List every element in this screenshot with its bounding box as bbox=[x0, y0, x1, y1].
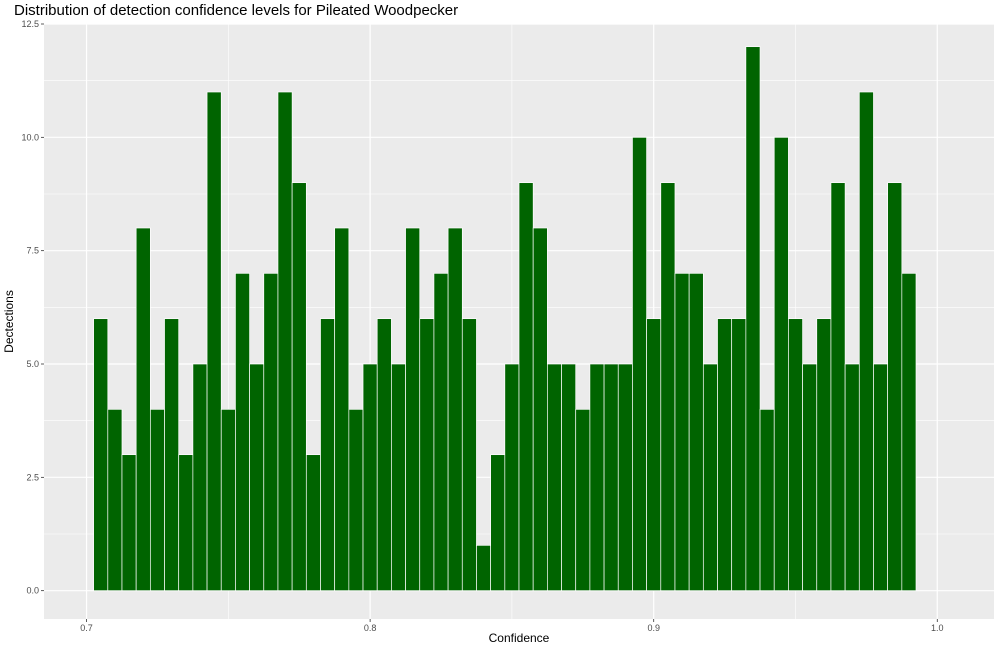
histogram-bar bbox=[674, 272, 690, 592]
histogram-bar bbox=[547, 363, 562, 592]
histogram-bar bbox=[759, 408, 775, 592]
histogram-bar bbox=[178, 454, 194, 592]
histogram-bar bbox=[93, 318, 109, 592]
histogram-bar bbox=[263, 272, 279, 592]
histogram-bar bbox=[405, 227, 421, 592]
axes: 0.0 2.5 5.0 7.5 10.0 12.5 0.7 0.8 0.9 1.0 bbox=[21, 19, 943, 633]
histogram-bar bbox=[788, 318, 803, 592]
histogram-bar bbox=[391, 363, 406, 592]
histogram-bar bbox=[575, 408, 591, 592]
histogram-bar bbox=[334, 227, 350, 592]
histogram-bar bbox=[249, 363, 265, 592]
x-tick-label: 0.9 bbox=[647, 623, 660, 633]
histogram-bar bbox=[121, 454, 137, 592]
histogram-bar bbox=[220, 408, 236, 592]
histogram-bar bbox=[419, 318, 435, 592]
histogram-bar bbox=[660, 182, 676, 592]
histogram-bar bbox=[702, 363, 718, 592]
histogram-bar bbox=[305, 454, 321, 592]
x-axis-title: Confidence bbox=[489, 631, 550, 645]
histogram-bar bbox=[277, 91, 293, 592]
histogram-bar bbox=[206, 91, 222, 592]
histogram-bar bbox=[617, 363, 633, 592]
histogram-bar bbox=[504, 363, 520, 592]
histogram-bar bbox=[901, 272, 917, 592]
y-axis-title: Dectections bbox=[2, 290, 16, 353]
histogram-bar bbox=[603, 363, 619, 592]
histogram-bar bbox=[320, 318, 336, 592]
histogram-bar bbox=[235, 272, 250, 592]
histogram-bar bbox=[844, 363, 860, 592]
histogram-bar bbox=[589, 363, 605, 592]
histogram-bar bbox=[476, 544, 491, 592]
histogram-bar bbox=[830, 182, 846, 592]
y-tick-label: 5.0 bbox=[26, 359, 39, 369]
histogram-bar bbox=[816, 318, 832, 592]
histogram-bar bbox=[192, 363, 208, 592]
bars bbox=[93, 46, 917, 592]
chart-title: Distribution of detection confidence lev… bbox=[14, 2, 459, 19]
histogram-bar bbox=[532, 227, 548, 592]
histogram-bar bbox=[745, 46, 761, 592]
histogram-bar bbox=[348, 408, 364, 592]
x-tick-label: 0.7 bbox=[80, 623, 93, 633]
y-tick-label: 0.0 bbox=[26, 586, 39, 596]
histogram-bar bbox=[873, 363, 889, 592]
y-tick-label: 2.5 bbox=[26, 472, 39, 482]
histogram-bar bbox=[731, 318, 747, 592]
histogram-bar bbox=[518, 182, 534, 592]
histogram-bar bbox=[107, 408, 123, 592]
x-tick-label: 0.8 bbox=[364, 623, 377, 633]
histogram-bar bbox=[433, 272, 449, 592]
histogram-bar bbox=[447, 227, 463, 592]
histogram-bar bbox=[773, 136, 789, 592]
x-tick-label: 1.0 bbox=[931, 623, 944, 633]
histogram-bar bbox=[646, 318, 662, 592]
histogram-bar bbox=[632, 136, 647, 592]
histogram-bar bbox=[461, 318, 477, 592]
histogram-bar bbox=[490, 454, 506, 592]
histogram-bar bbox=[561, 363, 577, 592]
histogram-bar bbox=[149, 408, 165, 592]
y-tick-label: 12.5 bbox=[21, 19, 39, 29]
histogram-bar bbox=[887, 182, 903, 592]
histogram-bar bbox=[688, 272, 704, 592]
histogram-bar bbox=[135, 227, 151, 592]
histogram-bar bbox=[291, 182, 307, 592]
y-tick-label: 7.5 bbox=[26, 246, 39, 256]
histogram-bar bbox=[802, 363, 818, 592]
histogram-bar bbox=[362, 363, 378, 592]
histogram-bar bbox=[717, 318, 733, 592]
y-tick-label: 10.0 bbox=[21, 132, 39, 142]
histogram-bar bbox=[164, 318, 180, 592]
histogram-bar bbox=[858, 91, 874, 592]
histogram-bar bbox=[376, 318, 392, 592]
